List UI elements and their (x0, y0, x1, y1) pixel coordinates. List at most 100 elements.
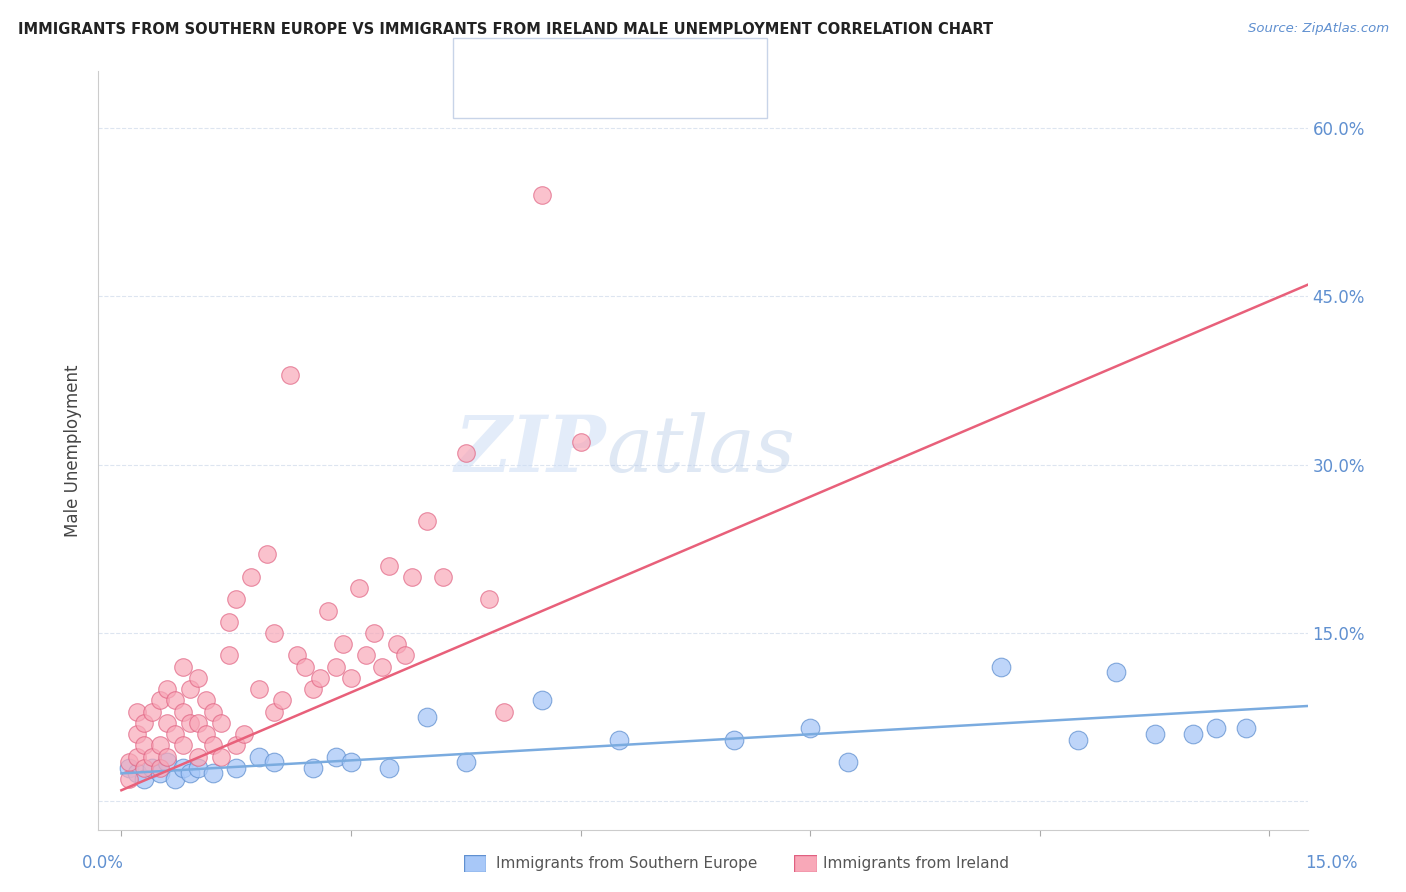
Point (454, 755, 477, 769)
Point (218, 648, 240, 663)
Point (531, 693, 554, 707)
Point (1067, 732, 1090, 747)
Point (240, 570, 263, 584)
Point (202, 766, 225, 780)
Point (187, 749, 209, 764)
Point (134, 772, 156, 786)
Point (134, 715, 156, 730)
Point (209, 749, 232, 764)
Point (837, 755, 859, 769)
Text: Immigrants from Southern Europe: Immigrants from Southern Europe (496, 856, 758, 871)
Point (225, 761, 247, 775)
Point (294, 659, 316, 673)
Point (271, 693, 294, 707)
Text: 0.0%: 0.0% (82, 855, 124, 872)
Point (141, 705, 163, 719)
FancyBboxPatch shape (794, 855, 817, 872)
Point (1105, 665, 1128, 680)
Text: R = 0.370: R = 0.370 (517, 50, 600, 65)
Point (378, 558, 401, 573)
Point (118, 755, 141, 769)
Point (163, 772, 186, 786)
Point (118, 761, 141, 775)
Point (141, 749, 163, 764)
Text: R = 0.672: R = 0.672 (517, 89, 602, 104)
Point (149, 766, 172, 780)
Point (401, 570, 423, 584)
Point (316, 603, 339, 617)
Point (263, 755, 285, 769)
Point (531, 188, 554, 202)
Point (569, 435, 592, 450)
Point (125, 749, 148, 764)
Point (1234, 722, 1257, 736)
Point (432, 570, 454, 584)
Point (218, 615, 240, 629)
Point (125, 705, 148, 719)
Point (723, 732, 745, 747)
Point (187, 761, 209, 775)
Point (325, 749, 347, 764)
Text: IMMIGRANTS FROM SOUTHERN EUROPE VS IMMIGRANTS FROM IRELAND MALE UNEMPLOYMENT COR: IMMIGRANTS FROM SOUTHERN EUROPE VS IMMIG… (18, 22, 994, 37)
Point (1181, 727, 1204, 741)
Point (990, 659, 1012, 673)
Point (225, 592, 247, 607)
Point (134, 761, 156, 775)
Point (363, 626, 385, 640)
FancyBboxPatch shape (453, 38, 766, 118)
Text: ZIP: ZIP (454, 412, 606, 489)
Point (263, 705, 285, 719)
Point (301, 761, 323, 775)
Point (799, 722, 821, 736)
Point (172, 705, 194, 719)
Text: Immigrants from Ireland: Immigrants from Ireland (823, 856, 1008, 871)
Point (309, 671, 332, 685)
Point (156, 749, 179, 764)
Point (332, 637, 354, 651)
Point (156, 715, 179, 730)
Point (156, 755, 179, 769)
Point (256, 547, 278, 561)
Point (356, 648, 378, 663)
Point (118, 772, 141, 786)
Point (247, 682, 270, 697)
Point (385, 637, 408, 651)
Text: Source: ZipAtlas.com: Source: ZipAtlas.com (1249, 22, 1389, 36)
Point (179, 766, 201, 780)
Point (149, 761, 172, 775)
Point (172, 739, 194, 753)
Point (163, 727, 186, 741)
Text: N = 28: N = 28 (664, 50, 721, 65)
FancyBboxPatch shape (463, 83, 505, 111)
Text: N = 67: N = 67 (664, 89, 721, 104)
Point (454, 446, 477, 460)
Point (1205, 722, 1227, 736)
Point (187, 671, 209, 685)
Point (163, 693, 186, 707)
Point (416, 710, 439, 724)
Point (340, 671, 363, 685)
Point (149, 739, 172, 753)
Point (225, 739, 247, 753)
Point (134, 739, 156, 753)
Point (325, 659, 347, 673)
Point (416, 514, 439, 528)
Point (1143, 727, 1166, 741)
Y-axis label: Male Unemployment: Male Unemployment (65, 364, 83, 537)
Point (492, 705, 515, 719)
Point (156, 682, 179, 697)
Point (478, 592, 501, 607)
Point (347, 581, 370, 595)
Point (247, 749, 270, 764)
Point (209, 715, 232, 730)
Point (232, 727, 254, 741)
Point (187, 715, 209, 730)
Point (149, 693, 172, 707)
Point (263, 626, 285, 640)
Point (607, 732, 630, 747)
Point (172, 659, 194, 673)
Text: 15.0%: 15.0% (1305, 855, 1358, 872)
Point (141, 761, 163, 775)
Point (202, 739, 225, 753)
Point (202, 705, 225, 719)
